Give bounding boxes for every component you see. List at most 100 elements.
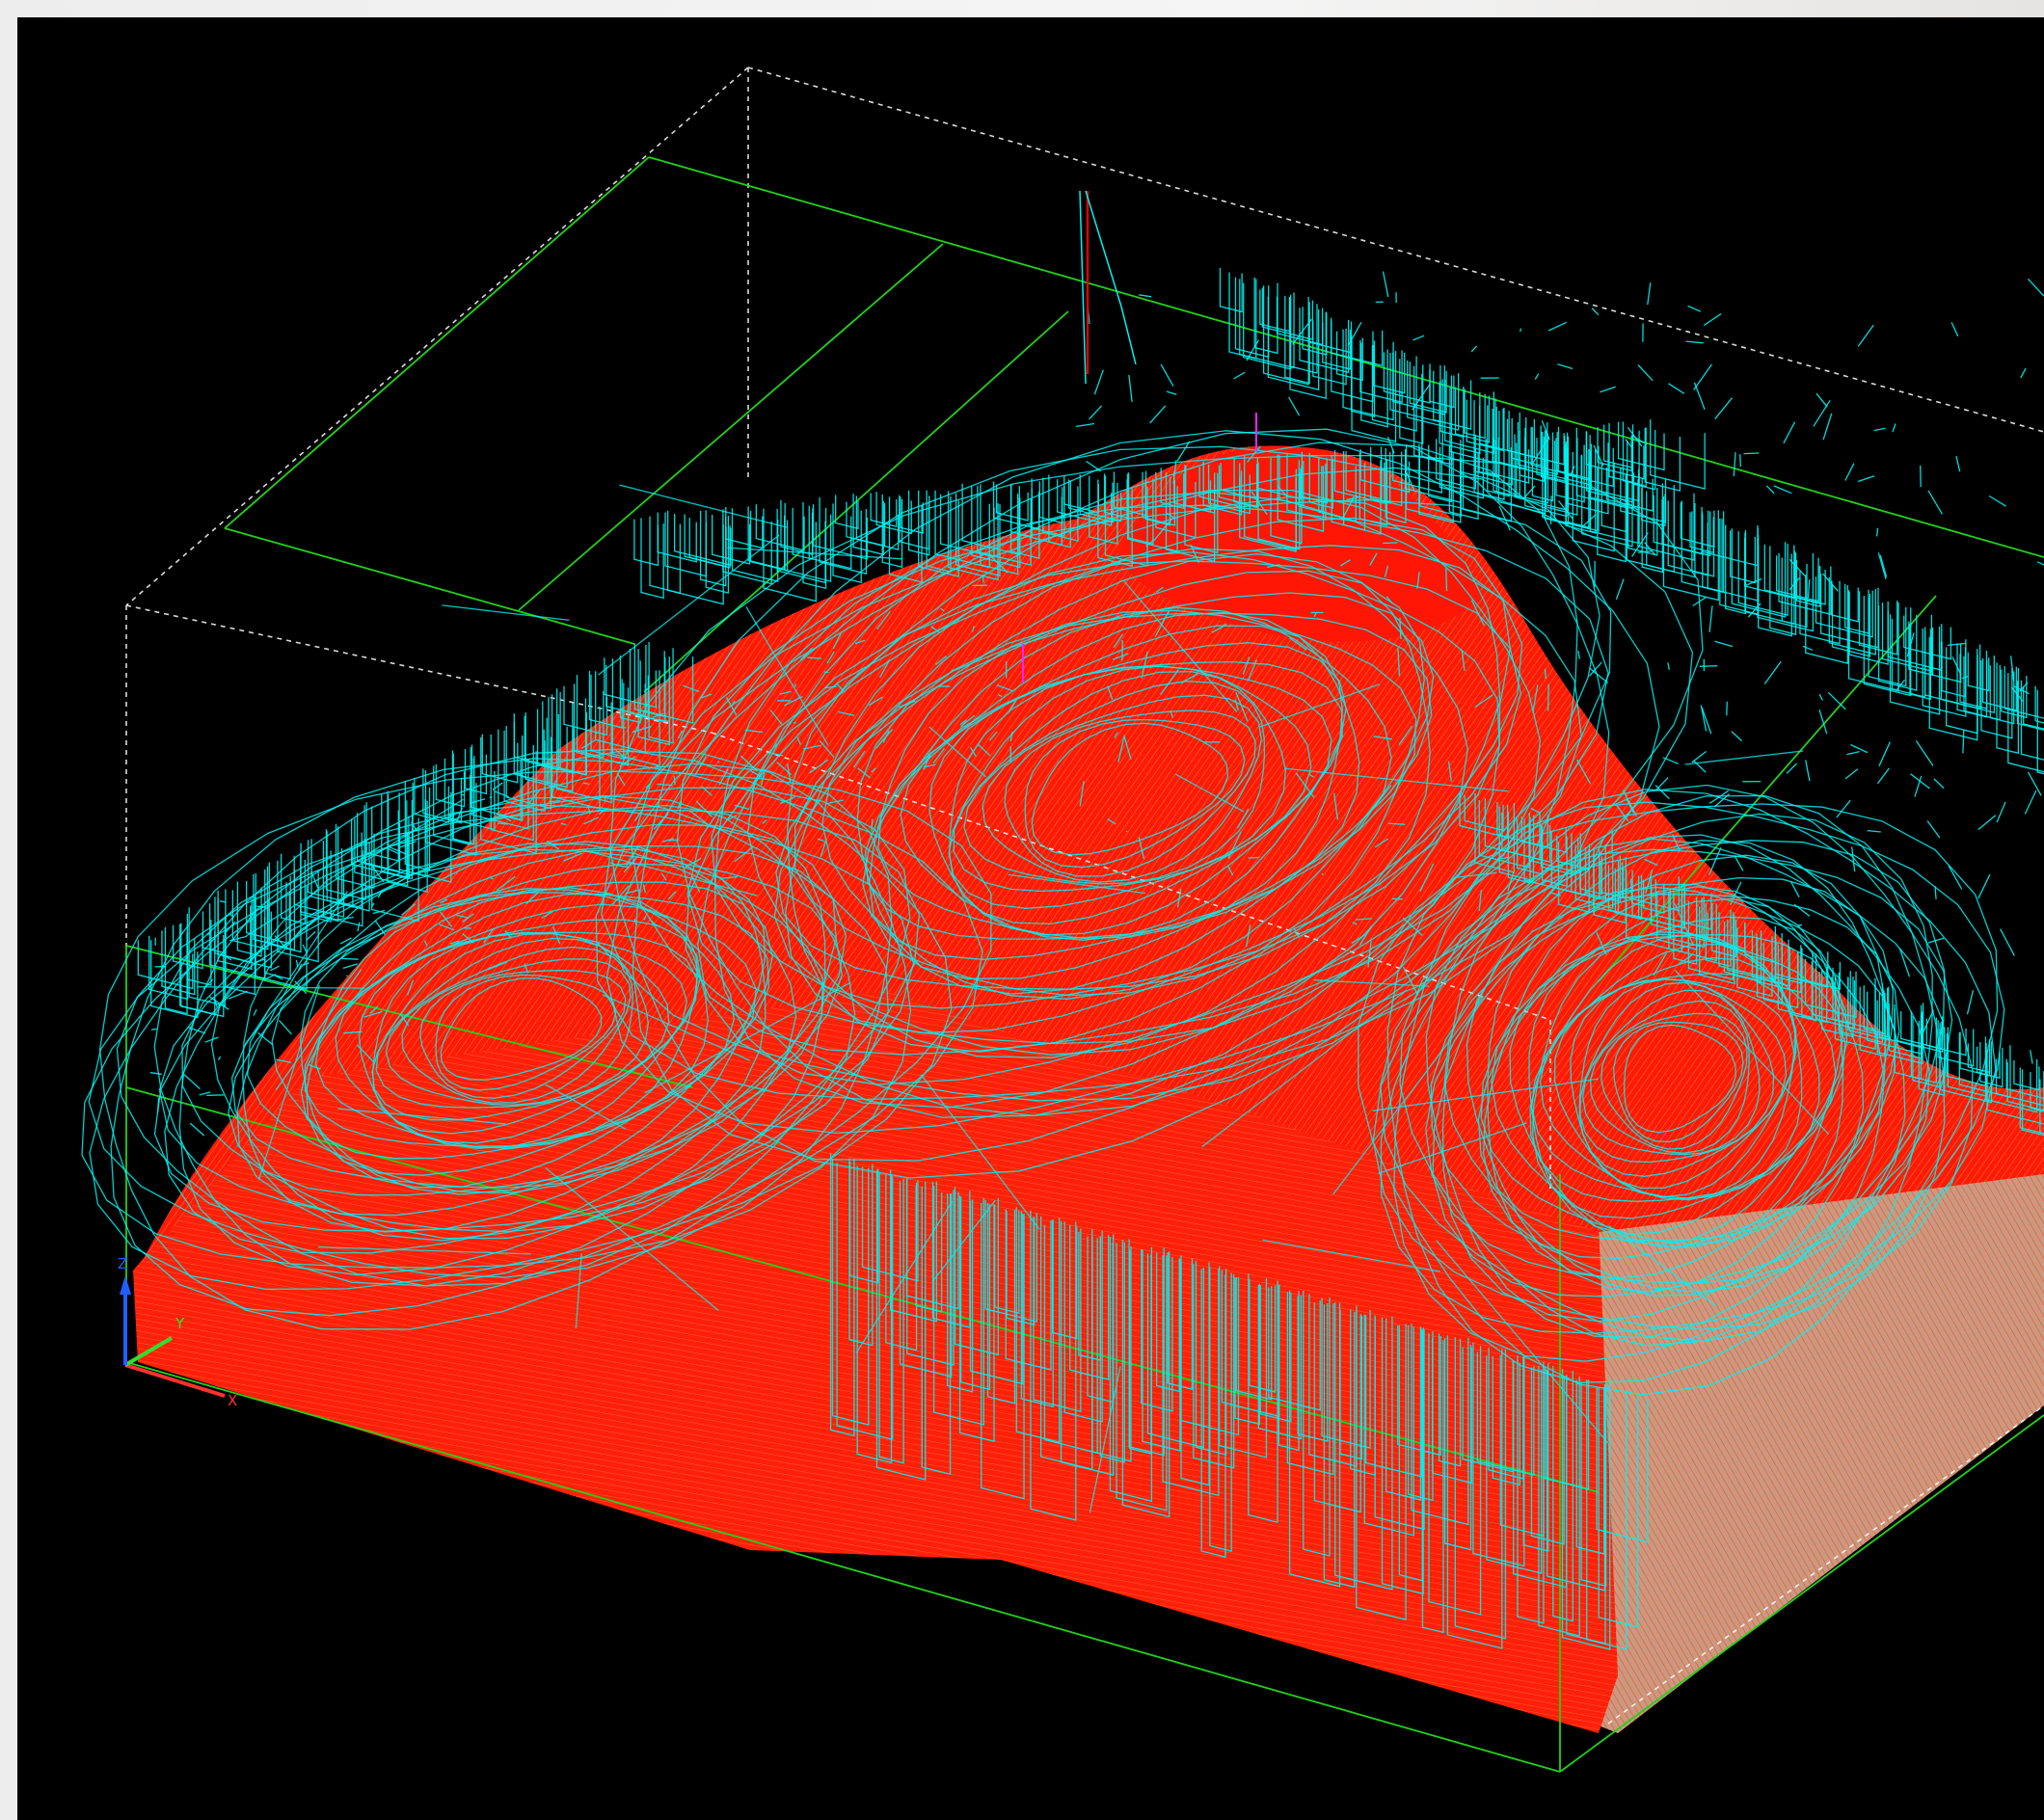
toolpath-segment — [1549, 495, 1552, 525]
toolpath-segment — [928, 726, 986, 778]
toolpath-segment — [644, 981, 851, 1094]
toolpath-segment — [1687, 305, 1702, 312]
toolpath-segment — [435, 974, 617, 1091]
toolpath-segment — [1928, 636, 1978, 741]
toolpath-segment — [1744, 577, 1762, 587]
toolpath-segment — [1226, 865, 1234, 876]
toolpath-segment — [1580, 1382, 1607, 1588]
toolpath-segment — [1378, 1122, 1528, 1174]
toolpath-segment — [1176, 441, 1191, 462]
toolpath-segment — [1398, 725, 1413, 746]
toolpath-segment — [1596, 931, 1607, 955]
toolpath-segment — [1541, 419, 1550, 441]
toolpath-segment — [263, 974, 277, 981]
toolpath-segment — [1257, 1284, 1303, 1440]
toolpath-segment — [1399, 617, 1402, 639]
toolpath-segment — [1425, 848, 1953, 1339]
toolpath-segment — [1117, 735, 1125, 763]
toolpath-segment — [229, 990, 248, 1000]
toolpath-segment — [812, 504, 869, 560]
toolpath-segment — [560, 822, 567, 826]
toolpath-segment — [1432, 1337, 1472, 1485]
toolpath-segment — [245, 798, 464, 937]
toolpath-segment — [563, 685, 608, 736]
toolpath-segment — [1788, 558, 1806, 577]
toolpath-segment — [1506, 418, 1565, 466]
toolpath-segment — [2004, 666, 2044, 719]
toolpath-segment — [280, 853, 306, 925]
toolpath-segment — [712, 514, 751, 565]
toolpath-segment — [1235, 1277, 1273, 1401]
toolpath-segment — [2016, 681, 2044, 732]
scene-canvas[interactable]: Z Y X — [17, 17, 2044, 1820]
toolpath-segment — [677, 800, 682, 809]
toolpath-segment — [1926, 820, 1941, 839]
workpiece-bounding-box — [125, 156, 2044, 1773]
toolpath-segment — [1141, 651, 1148, 679]
toolpath-segment — [556, 688, 612, 804]
toolpath-segment — [1372, 794, 1946, 1330]
axis-triad: Z Y X — [118, 1255, 237, 1409]
toolpath-segment — [1731, 731, 1743, 742]
toolpath-segment — [930, 626, 940, 633]
toolpath-segment — [773, 548, 1468, 1009]
toolpath-segment — [575, 1253, 582, 1329]
3d-viewport[interactable]: Z Y X — [17, 17, 2044, 1820]
toolpath-segment — [981, 1202, 1025, 1500]
toolpath-segment — [745, 606, 829, 746]
toolpath-segment — [1600, 1012, 1748, 1150]
toolpath-segment — [303, 962, 309, 966]
toolpath-segment — [1113, 633, 1124, 649]
toolpath-segment — [1313, 612, 1317, 618]
toolpath-segment — [293, 855, 345, 918]
toolpath-segment — [958, 1195, 995, 1442]
toolpath-segment — [1804, 958, 1857, 1018]
toolpath-segment — [1261, 287, 1314, 341]
toolpath-segment — [775, 553, 1431, 990]
toolpath-segment — [657, 783, 673, 787]
toolpath-segment — [1920, 465, 1922, 488]
toolpath-segment — [336, 916, 354, 921]
toolpath-segment — [1654, 777, 1669, 791]
toolpath-segment — [831, 1159, 870, 1426]
toolpath-segment — [820, 839, 827, 857]
toolpath-segment — [1781, 557, 1808, 629]
toolpath-segment — [1369, 552, 1378, 566]
toolpath-segment — [401, 958, 632, 1104]
toolpath-segment — [2021, 1069, 2044, 1137]
toolpath-segment — [920, 1074, 1040, 1230]
toolpath-segment — [1332, 996, 1485, 1195]
toolpath-segment — [2023, 685, 2044, 730]
toolpath-segment — [1334, 1302, 1393, 1591]
toolpath-segment — [1714, 397, 1734, 420]
toolpath-segment — [1447, 761, 1452, 782]
toolpath-segment — [504, 929, 512, 939]
toolpath-segment — [2007, 673, 2044, 773]
toolpath-segment — [310, 870, 319, 889]
toolpath-segment — [368, 862, 385, 883]
toolpath-segment — [953, 670, 1287, 893]
toolpath-segment — [1900, 1011, 1943, 1050]
toolpath-segment — [1751, 930, 1789, 987]
toolpath-segment — [1413, 365, 1453, 466]
toolpath-segment — [1963, 656, 2001, 721]
toolpath-segment — [1364, 1315, 1423, 1478]
toolpath-segment — [547, 840, 559, 850]
toolpath-segment — [1126, 473, 1178, 552]
toolpath-segment — [1146, 1253, 1205, 1449]
toolpath-segment — [877, 625, 1343, 940]
toolpath-segment — [1693, 760, 1707, 773]
toolpath-segment — [1844, 768, 1859, 780]
toolpath-segment — [1428, 444, 1453, 503]
toolpath-segment — [1793, 903, 1811, 917]
toolpath-segment — [793, 570, 1425, 997]
toolpath-segment — [274, 935, 288, 950]
toolpath-segment — [1207, 464, 1251, 515]
toolpath-segment — [1380, 784, 1974, 1334]
toolpath-segment — [1267, 296, 1320, 391]
toolpath-segment — [734, 846, 754, 863]
toolpath-segment — [1951, 656, 1962, 676]
toolpath-segment — [1576, 759, 1592, 785]
toolpath-segment — [1894, 1008, 1923, 1081]
toolpath-segment — [1176, 888, 1182, 908]
